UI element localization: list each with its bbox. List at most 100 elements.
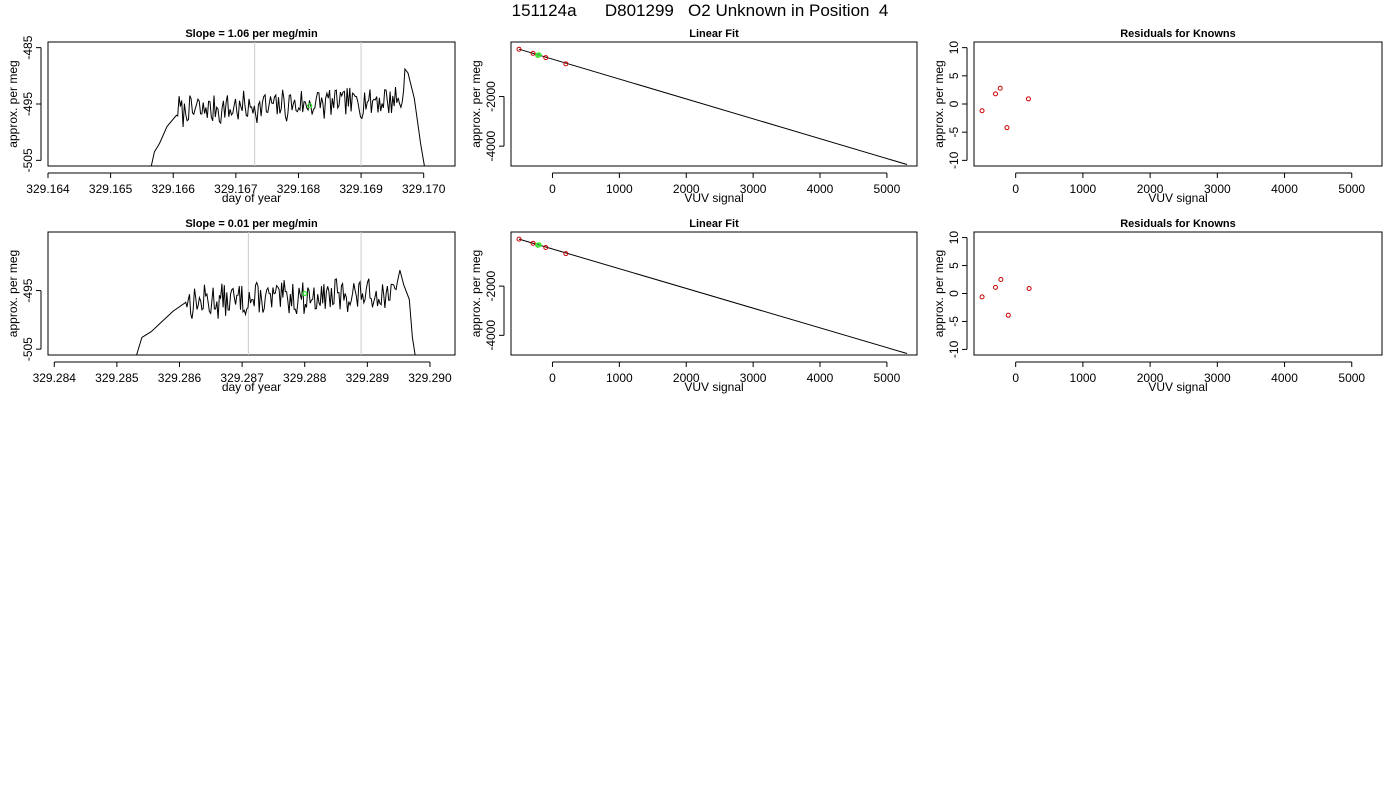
known-point bbox=[993, 284, 999, 290]
x-tick-label: 3000 bbox=[1204, 371, 1231, 385]
x-tick-label: 329.286 bbox=[158, 371, 202, 385]
y-tick-label: 0 bbox=[947, 290, 961, 297]
x-tick-label: 329.287 bbox=[220, 371, 264, 385]
x-tick-label: 329.166 bbox=[152, 182, 196, 196]
x-tick-label: 5000 bbox=[1338, 182, 1365, 196]
fit-line bbox=[518, 48, 908, 165]
y-tick-label: -2000 bbox=[484, 270, 498, 301]
known-point bbox=[1004, 125, 1010, 131]
x-tick-label: 2000 bbox=[673, 371, 700, 385]
plot-area bbox=[150, 42, 425, 166]
plot-area bbox=[136, 232, 416, 355]
chart-title: Slope = 0.01 per meg/min bbox=[185, 218, 318, 230]
known-point bbox=[543, 244, 549, 250]
x-tick-label: 2000 bbox=[673, 182, 700, 196]
plot-frame bbox=[973, 41, 1383, 167]
x-axis-label: VUV signal bbox=[684, 380, 743, 394]
x-tick-label: 3000 bbox=[1204, 182, 1231, 196]
x-tick-label: 0 bbox=[549, 371, 556, 385]
y-tick-label: 10 bbox=[947, 41, 961, 55]
x-tick-label: 5000 bbox=[874, 182, 901, 196]
y-axis-label: approx. per meg bbox=[932, 250, 946, 337]
x-tick-label: 329.285 bbox=[95, 371, 139, 385]
plot-area bbox=[516, 236, 908, 355]
y-tick-label: -495 bbox=[21, 278, 35, 302]
signal-trace bbox=[136, 269, 416, 355]
y-tick-label: -2000 bbox=[484, 81, 498, 112]
y-tick-label: 10 bbox=[947, 231, 961, 245]
y-tick-label: -4000 bbox=[484, 320, 498, 351]
x-tick-label: 3000 bbox=[740, 182, 767, 196]
plot-frame bbox=[510, 231, 918, 356]
unknown-point bbox=[536, 242, 542, 248]
known-point bbox=[543, 55, 549, 61]
plot-area bbox=[979, 85, 1031, 131]
x-tick-label: 4000 bbox=[807, 182, 834, 196]
unknown-mean-marker bbox=[307, 103, 313, 109]
x-axis-label: day of year bbox=[222, 191, 281, 205]
x-axis-label: day of year bbox=[222, 380, 281, 394]
y-tick-label: -5 bbox=[947, 316, 961, 327]
y-axis-label: approx. per meg bbox=[6, 250, 20, 337]
known-point bbox=[530, 50, 536, 56]
known-point bbox=[997, 85, 1003, 91]
known-point bbox=[563, 61, 569, 67]
x-tick-label: 1000 bbox=[1070, 182, 1097, 196]
chart-panel-4: Slope = 0.01 per meg/min 329.284 329.285 32… bbox=[6, 218, 456, 394]
x-tick-label: 0 bbox=[1012, 371, 1019, 385]
x-tick-label: 5000 bbox=[1338, 371, 1365, 385]
chart-title: Residuals for Knowns bbox=[1120, 218, 1236, 230]
chart-panel-2: Linear Fit 0 1000 2000 3000 4000 5000 VUV signa… bbox=[469, 28, 918, 205]
chart-panel-5: Linear Fit 0 1000 2000 3000 4000 5000 VUV signa… bbox=[469, 218, 918, 394]
x-tick-label: 329.164 bbox=[26, 182, 70, 196]
known-point bbox=[530, 240, 536, 246]
known-point bbox=[1025, 96, 1031, 102]
y-tick-label: -10 bbox=[947, 340, 961, 358]
known-point bbox=[516, 236, 522, 242]
chart-panel-6: Residuals for Knowns 0 1000 2000 3000 4000 500… bbox=[932, 218, 1383, 394]
known-point bbox=[516, 46, 522, 52]
known-point bbox=[993, 91, 999, 97]
known-point bbox=[979, 108, 985, 114]
x-tick-label: 329.169 bbox=[339, 182, 383, 196]
y-axis-label: approx. per meg bbox=[6, 60, 20, 147]
x-tick-label: 1000 bbox=[606, 182, 633, 196]
plot-frame bbox=[510, 41, 918, 167]
x-tick-label: 4000 bbox=[1271, 182, 1298, 196]
known-point bbox=[1026, 285, 1032, 291]
known-point bbox=[563, 251, 569, 257]
x-tick-label: 329.165 bbox=[89, 182, 133, 196]
x-tick-label: 329.290 bbox=[408, 371, 452, 385]
y-tick-label: -495 bbox=[21, 92, 35, 116]
y-tick-label: 5 bbox=[947, 72, 961, 79]
y-tick-label: -5 bbox=[947, 127, 961, 138]
plot-frame bbox=[47, 41, 456, 167]
fit-line bbox=[518, 238, 908, 355]
x-tick-label: 1000 bbox=[606, 371, 633, 385]
x-axis-label: VUV signal bbox=[1148, 191, 1207, 205]
x-tick-label: 329.167 bbox=[214, 182, 258, 196]
x-tick-label: 0 bbox=[549, 182, 556, 196]
y-tick-label: -10 bbox=[947, 151, 961, 169]
x-tick-label: 329.284 bbox=[33, 371, 77, 385]
x-axis-label: VUV signal bbox=[1148, 380, 1207, 394]
chart-title: Linear Fit bbox=[689, 28, 739, 40]
x-tick-label: 4000 bbox=[807, 371, 834, 385]
y-axis-label: approx. per meg bbox=[932, 60, 946, 147]
plot-frame bbox=[47, 231, 456, 356]
unknown-mean-marker bbox=[302, 290, 308, 297]
plot-area bbox=[516, 46, 908, 165]
unknown-point bbox=[536, 52, 542, 58]
x-tick-label: 329.288 bbox=[283, 371, 327, 385]
x-tick-label: 5000 bbox=[874, 371, 901, 385]
y-tick-label: 0 bbox=[947, 100, 961, 107]
x-tick-label: 2000 bbox=[1137, 182, 1164, 196]
y-tick-label: 5 bbox=[947, 262, 961, 269]
known-point bbox=[1005, 312, 1011, 318]
x-tick-label: 3000 bbox=[740, 371, 767, 385]
y-tick-label: -505 bbox=[21, 148, 35, 172]
y-tick-label: -4000 bbox=[484, 130, 498, 161]
chart-title: Residuals for Knowns bbox=[1120, 28, 1236, 40]
page-title: 151124a D801299 O2 Unknown in Position 4 bbox=[511, 1, 889, 20]
